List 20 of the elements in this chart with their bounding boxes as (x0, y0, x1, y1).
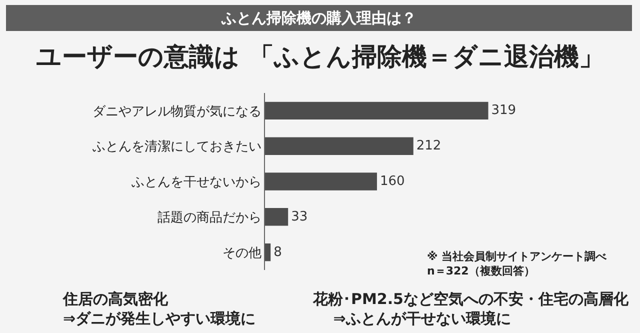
data-label: 212 (416, 138, 442, 154)
data-label: 8 (274, 244, 282, 260)
y-tick-label: 話題の商品だから (157, 210, 262, 226)
y-tick-label: ふとんを清潔にしておきたい (91, 140, 262, 155)
data-label: 319 (491, 103, 516, 118)
chart-title: ふとん掃除機の購入理由は？ (6, 5, 632, 31)
bar (265, 137, 414, 155)
bar (265, 208, 288, 226)
bar (265, 243, 271, 262)
y-tick-label: ダニやアレル物質が気になる (92, 104, 262, 120)
chart-subtitle: ユーザーの意識は 「ふとん掃除機＝ダニ退治機」 (35, 41, 605, 73)
text: 花粉･PM2.5など空気への不安・住宅の高層化 ⇒ふとんが干せない環境に (312, 290, 630, 328)
data-label: 33 (291, 209, 308, 224)
bar (265, 172, 377, 190)
text: 住居の高気密化 ⇒ダニが発生しやすい環境に (62, 290, 256, 328)
data-label: 160 (380, 174, 405, 189)
y-tick-label: ふとんを干せないから (130, 175, 262, 190)
annotation: ※ 当社会員制サイトアンケート調べ n＝322（複数回答） (427, 250, 608, 278)
bar (265, 102, 488, 120)
y-tick-label: その他 (222, 246, 262, 261)
